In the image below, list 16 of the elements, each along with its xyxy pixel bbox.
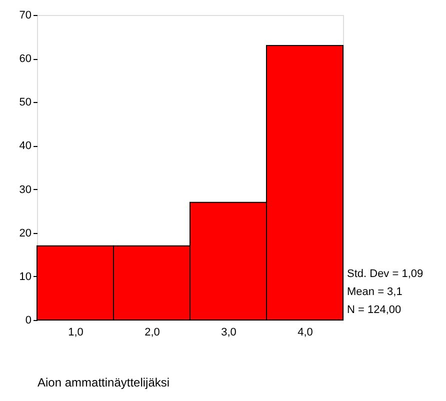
text: Std. Dev = 1,09 (347, 268, 424, 280)
x-tick-label: 1,0 (68, 326, 84, 338)
y-tick-label: 70 (19, 10, 32, 22)
x-tick-label: 4,0 (298, 326, 313, 338)
x-tick-label: 3,0 (221, 326, 236, 338)
y-tick-label: 10 (19, 270, 32, 283)
y-tick-label: 50 (19, 96, 32, 109)
x-axis-title: Aion ammattinäyttelijäksi (38, 376, 170, 390)
text: Mean = 3,1 (347, 286, 402, 298)
text: N = 124,00 (347, 304, 402, 316)
y-tick-label: 0 (25, 314, 32, 326)
y-tick-label: 30 (19, 184, 32, 196)
y-tick-label: 40 (19, 140, 32, 152)
x-tick-label: 2,0 (144, 326, 160, 338)
y-tick-label: 60 (19, 53, 32, 66)
y-tick-label: 20 (19, 227, 32, 240)
